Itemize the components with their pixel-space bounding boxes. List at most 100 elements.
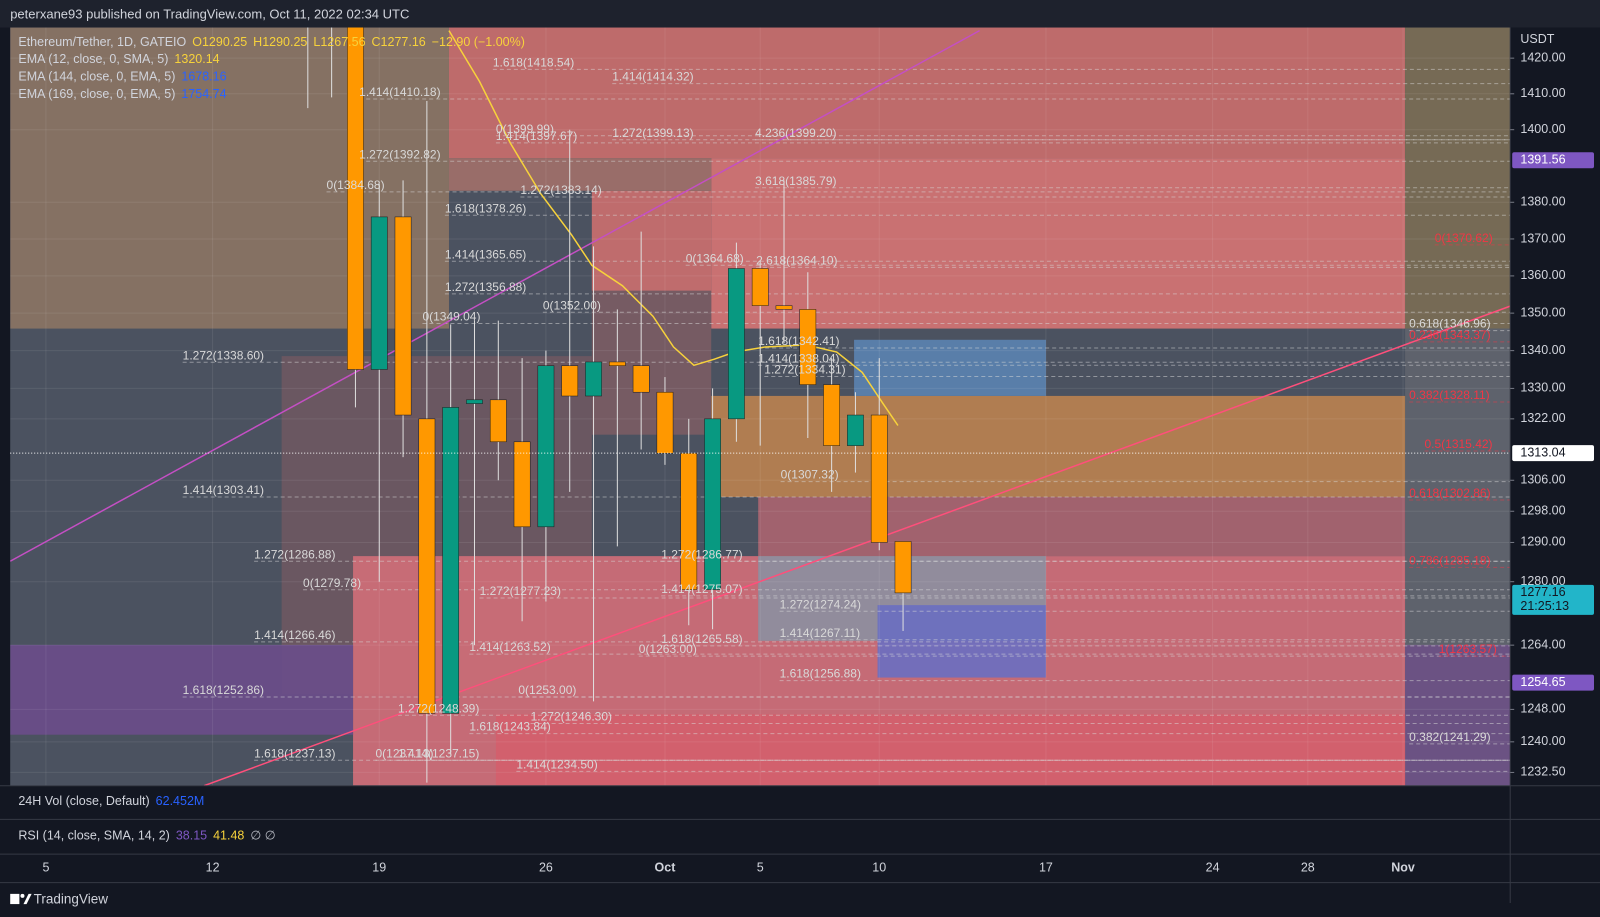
fib-label: 1.272(1383.14) (520, 183, 601, 197)
fib-label: 1.414(1275.07) (661, 582, 742, 596)
fib-label: 1(1263.57) (1439, 642, 1497, 656)
ema-line (448, 30, 899, 426)
fib-label: 0(1370.62) (1435, 231, 1493, 245)
axis-unit: USDT (1520, 32, 1554, 46)
fib-label: 1.618(1378.26) (445, 201, 526, 215)
fib-label: 1.272(1392.82) (359, 147, 440, 161)
candle-body (704, 418, 721, 590)
candle-body (799, 309, 817, 385)
fib-label: 4.236(1399.20) (755, 126, 836, 140)
y-tick-label: 1280.00 (1520, 574, 1565, 588)
fib-zone (10, 644, 354, 735)
fib-label: 1.414(1303.41) (183, 483, 264, 497)
candle-body (656, 391, 674, 454)
candle-body (680, 453, 698, 590)
y-tick-label: 1330.00 (1520, 381, 1565, 395)
y-tick-label: 1240.00 (1520, 734, 1565, 748)
fib-zone (448, 27, 1406, 159)
indicator-value: 1320.14 (174, 53, 219, 67)
price-marker-label: 1254.65 (1520, 675, 1565, 689)
fib-label: 1.272(1246.30) (531, 710, 612, 724)
legend-ohlc: H1290.25 (253, 35, 307, 49)
candle-body (894, 541, 912, 594)
y-tick-label: 1232.50 (1520, 765, 1565, 779)
x-tick-label: 24 (1206, 861, 1220, 875)
header-text: peterxane93 published on TradingView.com… (10, 7, 409, 22)
fib-label: 0.618(1346.96) (1409, 317, 1490, 331)
candle-body (489, 399, 507, 443)
candle-body (418, 418, 436, 714)
fib-label: 1.618(1265.58) (661, 632, 742, 646)
fib-label: 0(1263.00) (639, 642, 697, 656)
indicator-value: 1678.16 (181, 70, 226, 84)
x-tick-label: 10 (872, 861, 886, 875)
y-tick-label: 1360.00 (1520, 268, 1565, 282)
y-tick-label: 1298.00 (1520, 504, 1565, 518)
logo-mark (10, 893, 20, 905)
fib-label: 1.414(1397.67) (496, 129, 577, 143)
price-axis-bg (1510, 27, 1600, 786)
logo-dot (20, 893, 25, 898)
x-tick-label: 19 (372, 861, 386, 875)
legend-indicator: EMA (144, close, 0, EMA, 5) 1678.16 (18, 70, 226, 84)
pane-legend: RSI (14, close, SMA, 14, 2) 38.15 41.48 ∅ ∅ (18, 829, 275, 843)
fib-label: 3.618(1385.79) (755, 174, 836, 188)
indicator-value: 1754.74 (181, 87, 226, 101)
legend-main: Ethereum/Tether, 1D, GATEIO O1290.25 H1290… (18, 35, 525, 49)
candle-body (847, 414, 864, 446)
fib-zone (1405, 27, 1511, 329)
legend-indicator: EMA (12, close, 0, SMA, 5) 1320.14 (18, 53, 219, 67)
fib-zone (877, 605, 1046, 678)
fib-label: 0(1253.00) (518, 683, 576, 697)
candle-body (513, 441, 531, 528)
candle-body (870, 414, 888, 543)
footer-brand: TradingView (34, 892, 109, 907)
candle-body (728, 268, 745, 420)
fib-label: 1.414(1234.50) (516, 757, 597, 771)
x-tick-label: Oct (655, 861, 677, 875)
fib-label: 0.382(1328.11) (1409, 388, 1490, 402)
fib-label: 1.414(1365.65) (445, 247, 526, 261)
indicator-name: EMA (169, close, 0, EMA, 5) (18, 87, 175, 101)
fib-zone (591, 190, 712, 291)
fib-label: 0(1352.00) (543, 298, 601, 312)
legend-ohlc: O1290.25 (192, 35, 247, 49)
y-tick-label: 1248.00 (1520, 702, 1565, 716)
candle-body (775, 305, 793, 310)
candle-body (347, 27, 364, 370)
logo-mark (23, 893, 32, 905)
price-marker-label: 1277.16 (1520, 585, 1565, 599)
x-tick-label: Nov (1391, 861, 1415, 875)
x-tick-label: 26 (539, 861, 553, 875)
fib-label: 1.272(1286.88) (254, 547, 335, 561)
x-tick-label: 5 (757, 861, 764, 875)
legend-ohlc: L1267.56 (313, 35, 365, 49)
price-marker-label: 1313.04 (1520, 445, 1565, 459)
fib-zone (854, 339, 1046, 396)
candle-body (823, 384, 840, 446)
pane-value: 38.15 (176, 829, 207, 843)
fib-label: 1.272(1356.88) (445, 280, 526, 294)
y-tick-label: 1264.00 (1520, 637, 1565, 651)
indicator-name: EMA (144, close, 0, EMA, 5) (18, 70, 175, 84)
price-marker (1512, 152, 1594, 169)
countdown: 21:25:13 (1520, 599, 1569, 613)
y-tick-label: 1410.00 (1520, 86, 1565, 100)
header-bar (0, 0, 1600, 28)
fib-label: 0(1307.32) (781, 468, 839, 482)
fib-label: 0.786(1285.18) (1409, 553, 1490, 567)
candle-body (442, 407, 460, 714)
fib-label: 0(1384.68) (327, 178, 385, 192)
legend-ohlc: C1277.16 (372, 35, 426, 49)
fib-label: 1.618(1252.86) (183, 683, 264, 697)
y-tick-label: 1306.00 (1520, 473, 1565, 487)
fib-label: 1.272(1338.60) (183, 348, 264, 362)
price-marker (1512, 674, 1594, 691)
fib-label: 1.414(1338.04) (758, 351, 839, 365)
fib-label: 1.414(1237.15) (398, 746, 479, 760)
candle-body (370, 216, 388, 370)
y-tick-label: 1370.00 (1520, 231, 1565, 245)
pane-value: 41.48 (213, 829, 244, 843)
fib-label: 1.272(1277.23) (480, 584, 561, 598)
